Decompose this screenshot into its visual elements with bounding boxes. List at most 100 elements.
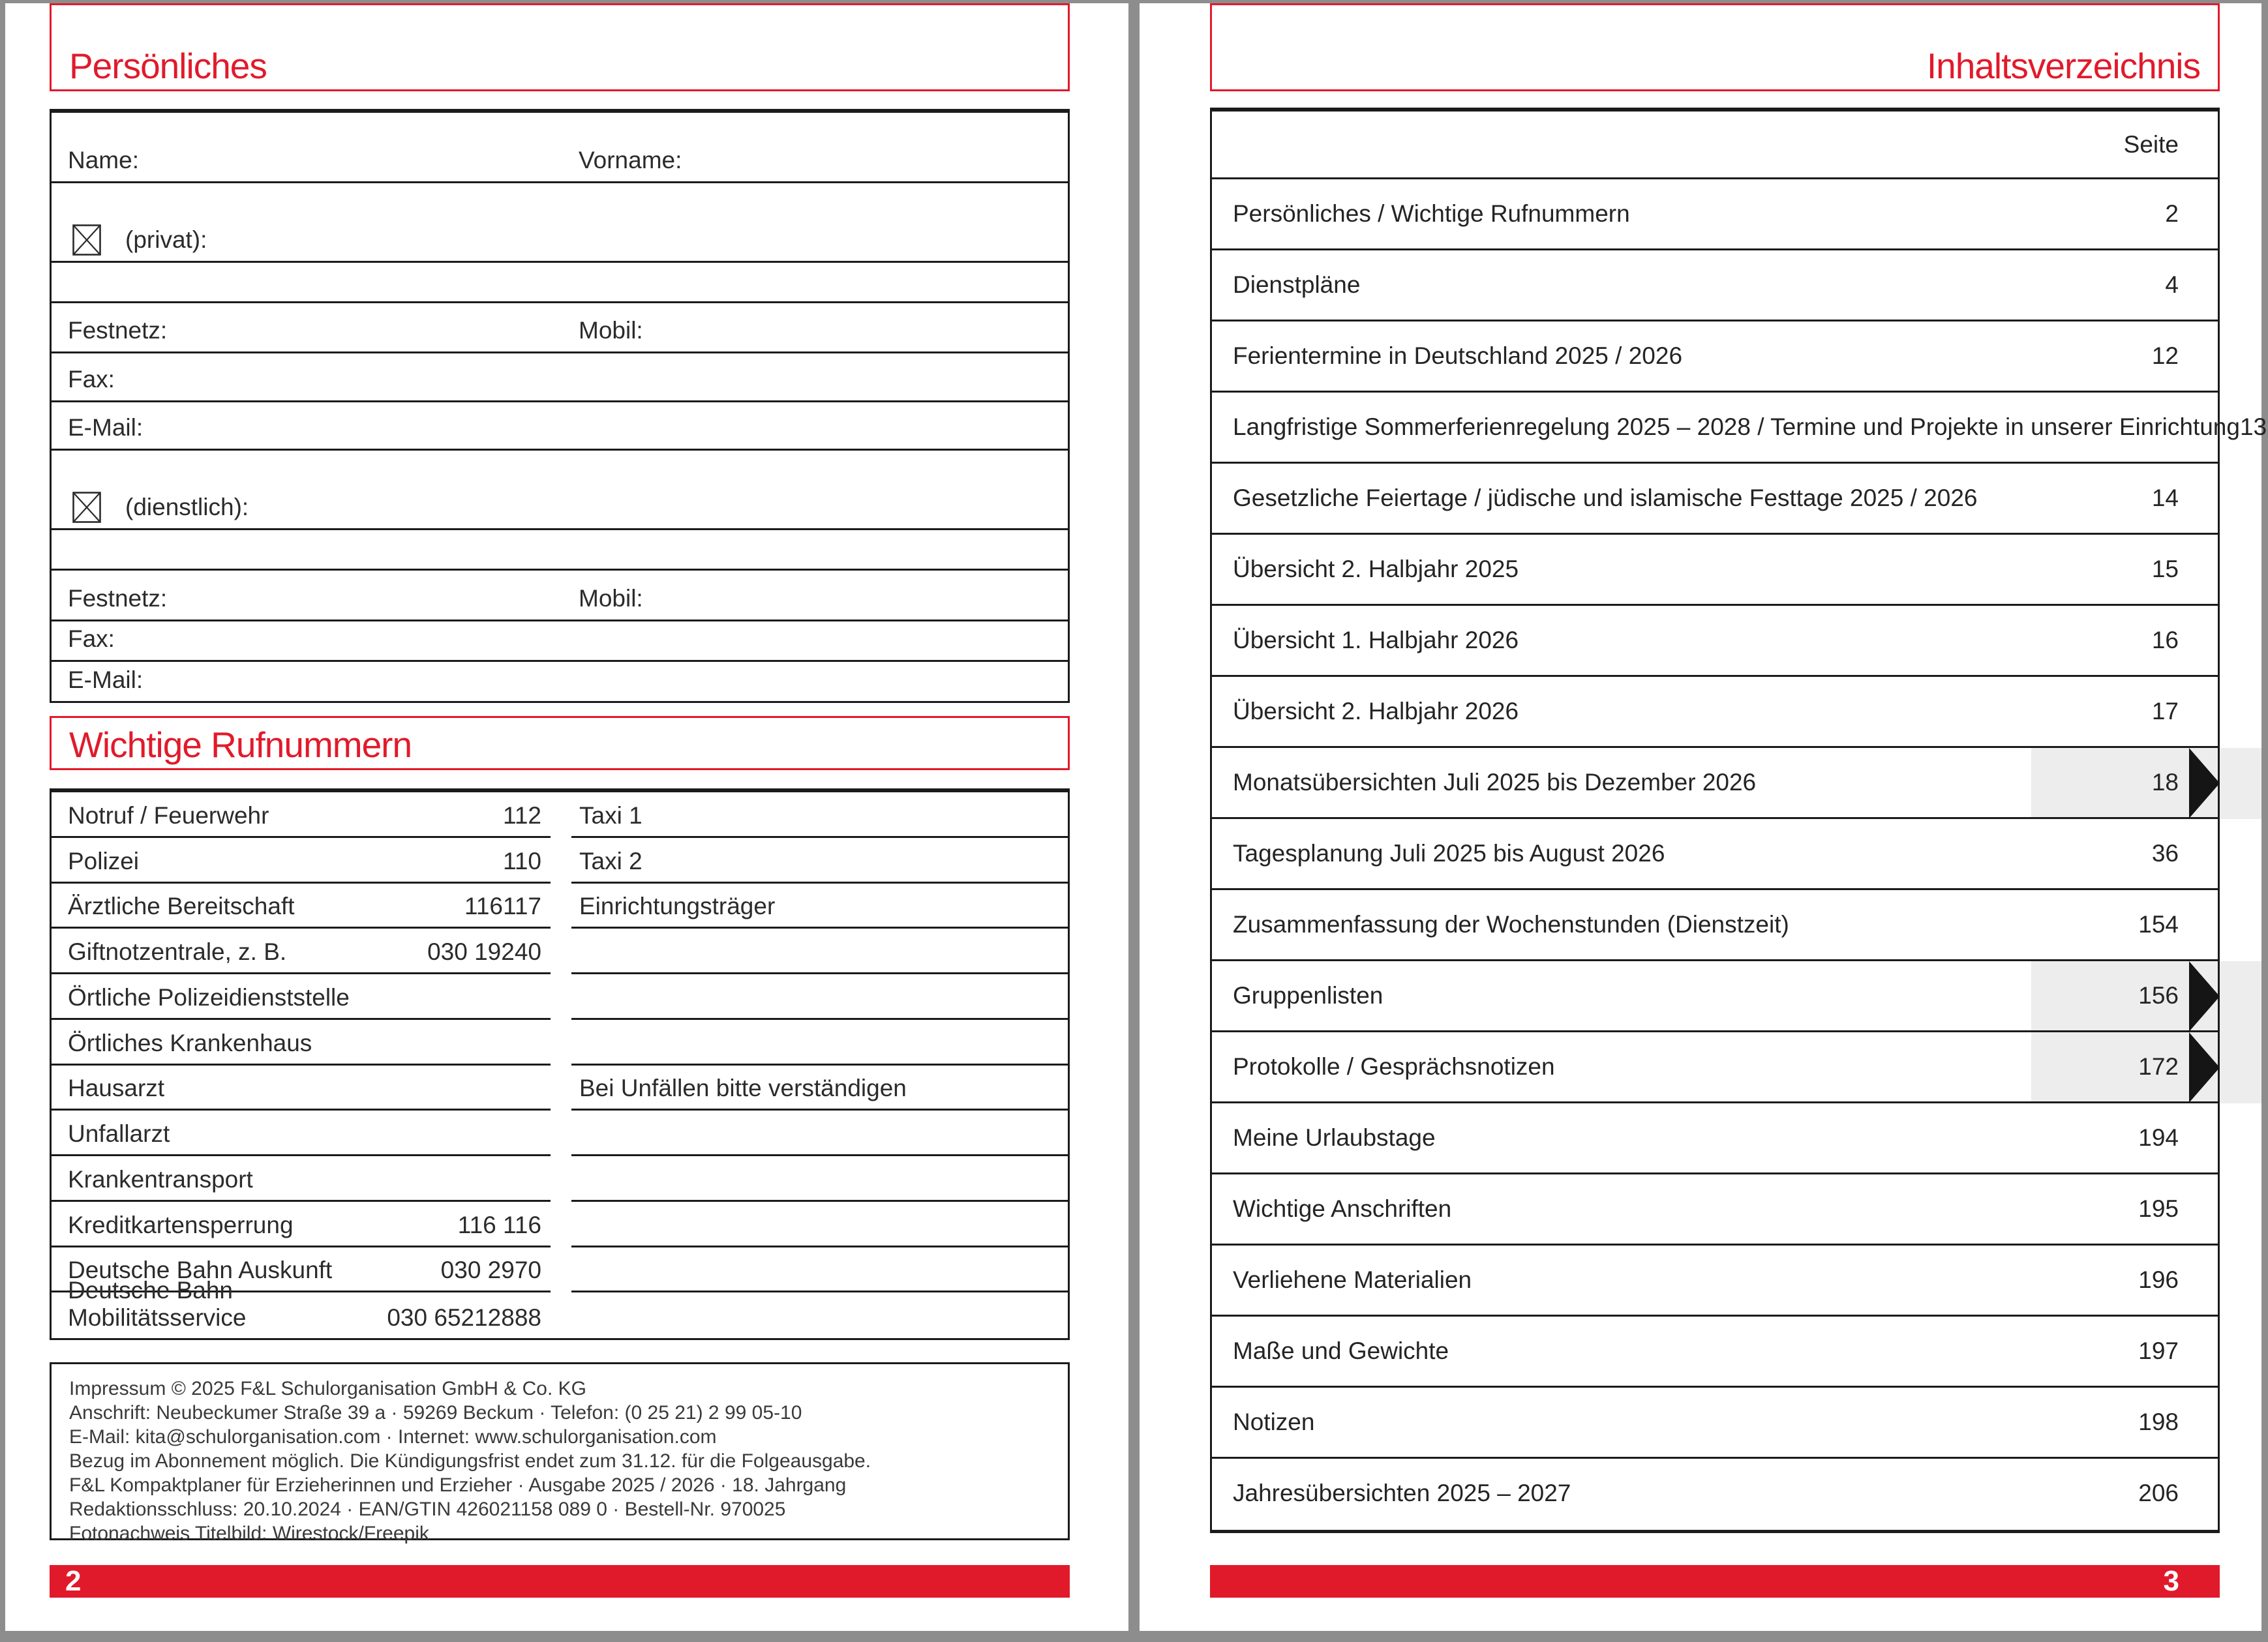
form-row-email-business: E-Mail: xyxy=(52,662,1068,701)
thumb-tab-highlight xyxy=(2031,961,2261,1032)
toc-entry-page: 18 xyxy=(2151,769,2179,796)
imprint-line: Redaktionsschluss: 20.10.2024 · EAN/GTIN… xyxy=(69,1499,786,1520)
toc-entry-label: Verliehene Materialien xyxy=(1233,1266,1472,1293)
toc-entry-label: Tagesplanung Juli 2025 bis August 2026 xyxy=(1233,840,1665,867)
thumb-tab-highlight xyxy=(2031,748,2261,819)
envelope-icon xyxy=(72,492,101,523)
toc-row: Wichtige Anschriften 195 xyxy=(1212,1174,2218,1246)
toc-entry-page: 17 xyxy=(2151,698,2179,724)
toc-entry-page: 154 xyxy=(2138,911,2179,938)
toc-entry-label: Langfristige Sommerferienregelung 2025 –… xyxy=(1233,413,2240,440)
toc-entry-label: Notizen xyxy=(1233,1409,1315,1435)
toc-row-with-tab: Gruppenlisten 156 xyxy=(1212,961,2218,1032)
personal-form-table: Name: Vorname: (privat): Festnetz: Mobil… xyxy=(50,109,1070,703)
toc-row: Gesetzliche Feiertage / jüdische und isl… xyxy=(1212,464,2218,535)
toc-entry-label: Jahresübersichten 2025 – 2027 xyxy=(1233,1480,1571,1506)
fax-label: Fax: xyxy=(68,366,115,393)
form-row-festnetz-private: Festnetz: Mobil: xyxy=(52,303,1068,353)
phone-label: Notruf / Feuerwehr xyxy=(68,801,269,829)
phone-label: Hausarzt xyxy=(68,1075,165,1102)
toc-entry-label: Gesetzliche Feiertage / jüdische und isl… xyxy=(1233,485,1978,511)
toc-entry-label: Protokolle / Gesprächsnotizen xyxy=(1233,1053,1555,1080)
toc-entry-label: Übersicht 2. Halbjahr 2026 xyxy=(1233,698,1519,724)
festnetz-label: Festnetz: xyxy=(68,317,168,344)
imprint-line: Anschrift: Neubeckumer Straße 39 a · 592… xyxy=(69,1402,802,1424)
email-label: E-Mail: xyxy=(68,666,144,693)
toc-title: Inhaltsverzeichnis xyxy=(1926,46,2201,86)
phone-row: Örtliche Polizeidienststelle xyxy=(52,974,1068,1020)
form-row-festnetz-business: Festnetz: Mobil: xyxy=(52,571,1068,621)
toc-row: Übersicht 2. Halbjahr 2026 17 xyxy=(1212,677,2218,748)
seite-column-header: Seite xyxy=(2123,130,2179,158)
phone-row: Ärztliche Bereitschaft 116117 Einrichtung… xyxy=(52,884,1068,929)
toc-entry-label: Ferientermine in Deutschland 2025 / 2026 xyxy=(1233,342,1683,369)
toc-row-with-tab: Monatsübersichten Juli 2025 bis Dezember… xyxy=(1212,748,2218,819)
phone-right-label: Taxi 1 xyxy=(579,801,643,829)
phone-right-label: Bei Unfällen bitte verständigen xyxy=(579,1075,907,1102)
toc-entry-label: Wichtige Anschriften xyxy=(1233,1195,1452,1222)
phone-right-label: Taxi 2 xyxy=(579,847,643,874)
phone-label: Giftnotzentrale, z. B. xyxy=(68,938,287,965)
envelope-icon xyxy=(72,224,101,256)
toc-entry-page: 195 xyxy=(2138,1195,2179,1222)
toc-entry-page: 36 xyxy=(2151,840,2179,867)
phone-row: Polizei 110 Taxi 2 xyxy=(52,838,1068,884)
festnetz-label: Festnetz: xyxy=(68,585,168,612)
imprint-line: F&L Kompaktplaner für Erzieherinnen und … xyxy=(69,1474,847,1496)
phone-value: 116 116 xyxy=(457,1211,541,1238)
imprint-line: E-Mail: kita@schulorganisation.com · Int… xyxy=(69,1426,717,1448)
toc-entry-page: 172 xyxy=(2138,1053,2179,1080)
toc-entry-page: 13 xyxy=(2239,413,2267,440)
toc-row: Verliehene Materialien 196 xyxy=(1212,1246,2218,1317)
toc-entry-label: Übersicht 1. Halbjahr 2026 xyxy=(1233,627,1519,653)
toc-entry-page: 16 xyxy=(2151,627,2179,653)
phone-row: Deutsche Bahn Auskunft 030 2970 xyxy=(52,1247,1068,1293)
phone-row: Hausarzt Bei Unfällen bitte verständigen xyxy=(52,1066,1068,1111)
name-label: Name: xyxy=(68,147,139,173)
toc-row: Notizen 198 xyxy=(1212,1388,2218,1459)
toc-row: Übersicht 2. Halbjahr 2025 15 xyxy=(1212,535,2218,606)
phone-label: Unfallarzt xyxy=(68,1120,170,1147)
phone-label: Kreditkartensperrung xyxy=(68,1211,294,1238)
thumb-tab-arrow-icon xyxy=(2189,748,2220,818)
form-row-blank xyxy=(52,263,1068,303)
toc-entry-label: Maße und Gewichte xyxy=(1233,1337,1449,1364)
page-number: 2 xyxy=(65,1565,82,1597)
form-row-address-private: (privat): xyxy=(52,183,1068,263)
form-row-fax-private: Fax: xyxy=(52,353,1068,402)
phone-label: Polizei xyxy=(68,847,139,874)
toc-entry-label: Zusammenfassung der Wochenstunden (Diens… xyxy=(1233,911,1789,938)
toc-table: Seite Persönliches / Wichtige Rufnummern… xyxy=(1210,108,2267,1533)
toc-entry-page: 197 xyxy=(2138,1337,2179,1364)
phone-value: 116117 xyxy=(464,893,541,920)
page-number-bar-left: 2 xyxy=(50,1565,1070,1598)
toc-row: Jahresübersichten 2025 – 2027 206 xyxy=(1212,1459,2218,1528)
toc-row: Zusammenfassung der Wochenstunden (Diens… xyxy=(1212,890,2218,961)
toc-row: Meine Urlaubstage 194 xyxy=(1212,1103,2218,1174)
thumb-tab-highlight xyxy=(2031,1032,2261,1103)
toc-row: Ferientermine in Deutschland 2025 / 2026… xyxy=(1212,321,2218,393)
imprint-line: Fotonachweis Titelbild: Wirestock/Freepi… xyxy=(69,1523,429,1544)
toc-row: Langfristige Sommerferienregelung 2025 –… xyxy=(1212,393,2267,464)
right-page: Inhaltsverzeichnis Seite Persönliches / … xyxy=(1140,3,2267,1631)
privat-label: (privat): xyxy=(125,226,207,253)
toc-entry-label: Übersicht 2. Halbjahr 2025 xyxy=(1233,556,1519,582)
toc-entry-page: 206 xyxy=(2138,1480,2179,1506)
phone-value: 112 xyxy=(503,801,541,829)
phone-value: 030 2970 xyxy=(440,1257,541,1284)
phone-table: Notruf / Feuerwehr 112 Taxi 1 Polizei 110 … xyxy=(50,788,1070,1340)
toc-entry-label: Monatsübersichten Juli 2025 bis Dezember… xyxy=(1233,769,1757,796)
left-page: Persönliches Name: Vorname: (privat): Fe… xyxy=(5,3,1128,1631)
phone-row: Notruf / Feuerwehr 112 Taxi 1 xyxy=(52,792,1068,838)
toc-entry-page: 12 xyxy=(2151,342,2179,369)
phone-right-label: Einrichtungsträger xyxy=(579,893,776,920)
toc-entry-page: 4 xyxy=(2165,271,2179,298)
phone-label: Deutsche Bahn Mobilitätsservice xyxy=(68,1277,247,1331)
section-header-rufnummern: Wichtige Rufnummern xyxy=(50,716,1070,770)
phone-value: 030 65212888 xyxy=(387,1304,541,1331)
toc-entry-page: 198 xyxy=(2138,1409,2179,1435)
phone-value: 110 xyxy=(503,847,541,874)
mobil-label: Mobil: xyxy=(579,317,643,344)
toc-entry-label: Dienstpläne xyxy=(1233,271,1361,298)
